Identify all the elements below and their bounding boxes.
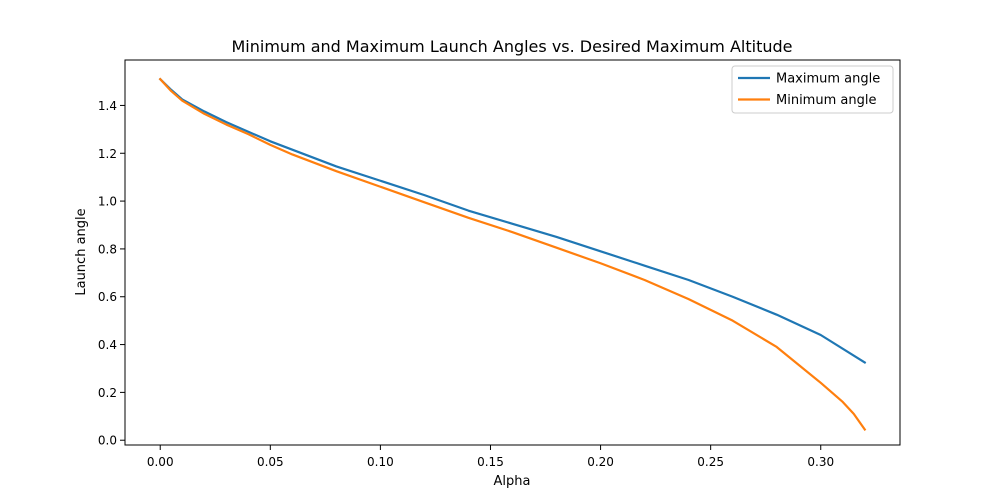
y-tick-label: 0.8 — [98, 242, 117, 256]
x-tick-label: 0.00 — [147, 455, 174, 469]
series-layer — [158, 77, 867, 431]
y-tick-label: 1.4 — [98, 99, 117, 113]
x-axis-label: Alpha — [494, 474, 531, 489]
x-tick-label: 0.10 — [367, 455, 394, 469]
chart-title: Minimum and Maximum Launch Angles vs. De… — [232, 37, 793, 56]
series-line-maximum-angle — [158, 77, 867, 365]
x-tick-label: 0.20 — [587, 455, 614, 469]
legend-label: Maximum angle — [776, 72, 880, 87]
y-tick-label: 0.4 — [98, 338, 117, 352]
y-axis-label: Launch angle — [74, 208, 89, 295]
x-axis: 0.00 0.05 0.10 0.15 0.20 0.25 0.30 — [147, 445, 834, 469]
legend-label: Minimum angle — [776, 93, 876, 108]
legend: Maximum angle Minimum angle — [731, 65, 894, 114]
plot-area — [125, 60, 900, 445]
plot-frame — [124, 59, 901, 446]
y-tick-label: 0.2 — [98, 386, 117, 400]
y-tick-label: 0.6 — [98, 290, 117, 304]
x-tick-label: 0.15 — [477, 455, 504, 469]
x-tick-label: 0.25 — [697, 455, 724, 469]
y-axis: 0.0 0.2 0.4 0.6 0.8 1.0 1.2 1.4 — [98, 99, 125, 448]
x-tick-label: 0.30 — [807, 455, 834, 469]
series-line-minimum-angle — [158, 77, 867, 431]
legend-box — [731, 65, 894, 114]
x-tick-label: 0.05 — [257, 455, 284, 469]
y-tick-label: 1.0 — [98, 195, 117, 209]
y-tick-label: 0.0 — [98, 434, 117, 448]
y-tick-label: 1.2 — [98, 147, 117, 161]
